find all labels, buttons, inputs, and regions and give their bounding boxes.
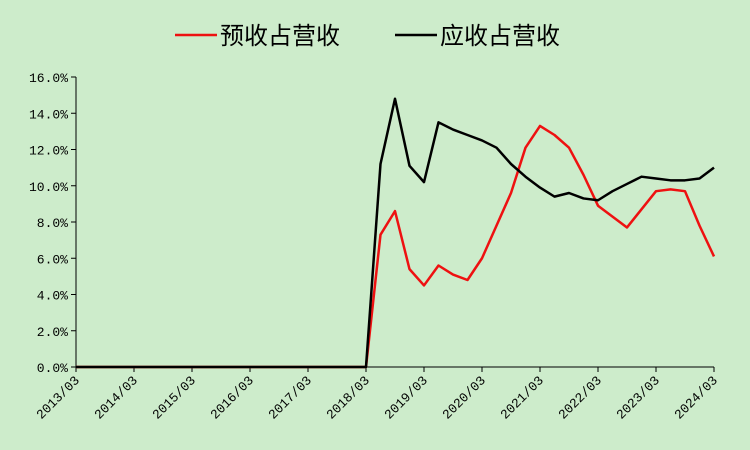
y-tick-label: 2.0% — [37, 325, 68, 340]
legend-label: 应收占营收 — [440, 22, 560, 50]
y-tick-label: 12.0% — [29, 144, 68, 159]
x-tick-label: 2020/03 — [440, 373, 489, 422]
y-tick-label: 10.0% — [29, 180, 68, 195]
y-tick-label: 0.0% — [37, 361, 68, 376]
y-tick-label: 6.0% — [37, 252, 68, 267]
x-tick-label: 2018/03 — [324, 373, 373, 422]
series-line — [76, 97, 715, 369]
y-tick-label: 8.0% — [37, 216, 68, 231]
y-tick-label: 16.0% — [29, 71, 68, 86]
series-line — [76, 124, 716, 369]
x-tick-label: 2015/03 — [150, 373, 199, 422]
x-tick-label: 2014/03 — [92, 373, 141, 422]
x-tick-label: 2023/03 — [614, 373, 663, 422]
x-tick-label: 2022/03 — [556, 373, 605, 422]
y-tick-label: 14.0% — [29, 107, 68, 122]
x-tick-label: 2021/03 — [498, 373, 547, 422]
x-tick-label: 2019/03 — [382, 373, 431, 422]
y-tick-label: 4.0% — [37, 289, 68, 304]
x-tick-label: 2016/03 — [208, 373, 257, 422]
legend-label: 预收占营收 — [220, 22, 340, 50]
x-tick-label: 2024/03 — [672, 373, 721, 422]
x-tick-label: 2013/03 — [34, 373, 83, 422]
x-tick-label: 2017/03 — [266, 373, 315, 422]
